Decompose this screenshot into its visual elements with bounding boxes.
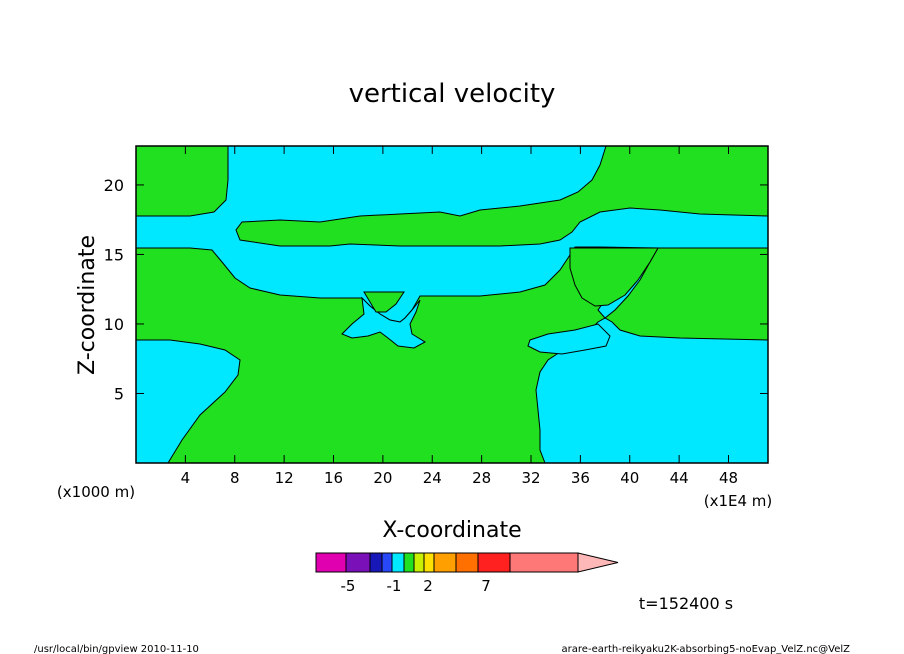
y-axis-ticks: 5 10 15 20 (104, 176, 768, 403)
x-tick-label: 40 (620, 469, 639, 487)
colorbar-labels: -5 -1 2 7 (341, 577, 491, 595)
chart-title: vertical velocity (349, 79, 556, 109)
x-tick-label: 32 (521, 469, 540, 487)
time-label: t=152400 s (639, 594, 733, 613)
central-cyan-lobe (341, 296, 426, 349)
colorbar-level-label: -5 (341, 577, 356, 595)
x-tick-label: 4 (181, 469, 191, 487)
footer-right: arare-earth-reikyaku2K-absorbing5-noEvap… (562, 644, 851, 654)
x-tick-label: 20 (373, 469, 392, 487)
y-axis-label: Z-coordinate (75, 235, 100, 375)
colorbar-level-label: 7 (481, 577, 491, 595)
colorbar-segment (369, 552, 383, 573)
x-tick-label: 28 (472, 469, 491, 487)
colorbar-segment (391, 552, 405, 573)
colorbar-segment (423, 552, 435, 573)
colorbar-level-label: 2 (423, 577, 433, 595)
x-tick-label: 44 (670, 469, 689, 487)
x-tick-label: 12 (275, 469, 294, 487)
colorbar-segment (509, 552, 579, 573)
plot-frame (135, 145, 769, 464)
colorbar (315, 552, 619, 573)
right-cyan-blob (527, 323, 611, 355)
x-tick-label: 8 (230, 469, 240, 487)
y-tick-label: 15 (104, 245, 124, 264)
right-green-wedge (569, 247, 659, 307)
central-green-island (363, 291, 405, 313)
footer-left: /usr/local/bin/gpview 2010-11-10 (34, 644, 199, 654)
y-tick-label: 10 (104, 315, 124, 334)
colorbar-segment (477, 552, 511, 573)
colorbar-segment (315, 552, 347, 573)
colorbar-level-label: -1 (387, 577, 402, 595)
colorbar-segment (381, 552, 393, 573)
y-tick-label: 5 (114, 384, 124, 403)
y-tick-label: 20 (104, 176, 124, 195)
colorbar-segment (455, 552, 479, 573)
colorbar-segment (413, 552, 425, 573)
colorbar-segment (403, 552, 415, 573)
x-axis-label: X-coordinate (382, 518, 521, 543)
colorbar-segment (433, 552, 457, 573)
x-tick-label: 36 (571, 469, 590, 487)
y-unit-label: (x1000 m) (57, 483, 135, 501)
x-tick-label: 16 (324, 469, 343, 487)
colorbar-segment (345, 552, 371, 573)
positive-islands (363, 247, 659, 313)
x-axis-ticks: 4 8 12 16 20 24 28 32 36 40 44 48 (181, 146, 738, 487)
x-tick-label: 48 (719, 469, 738, 487)
x-tick-label: 24 (423, 469, 442, 487)
colorbar-arrow (577, 552, 619, 573)
x-unit-label: (x1E4 m) (704, 492, 773, 510)
